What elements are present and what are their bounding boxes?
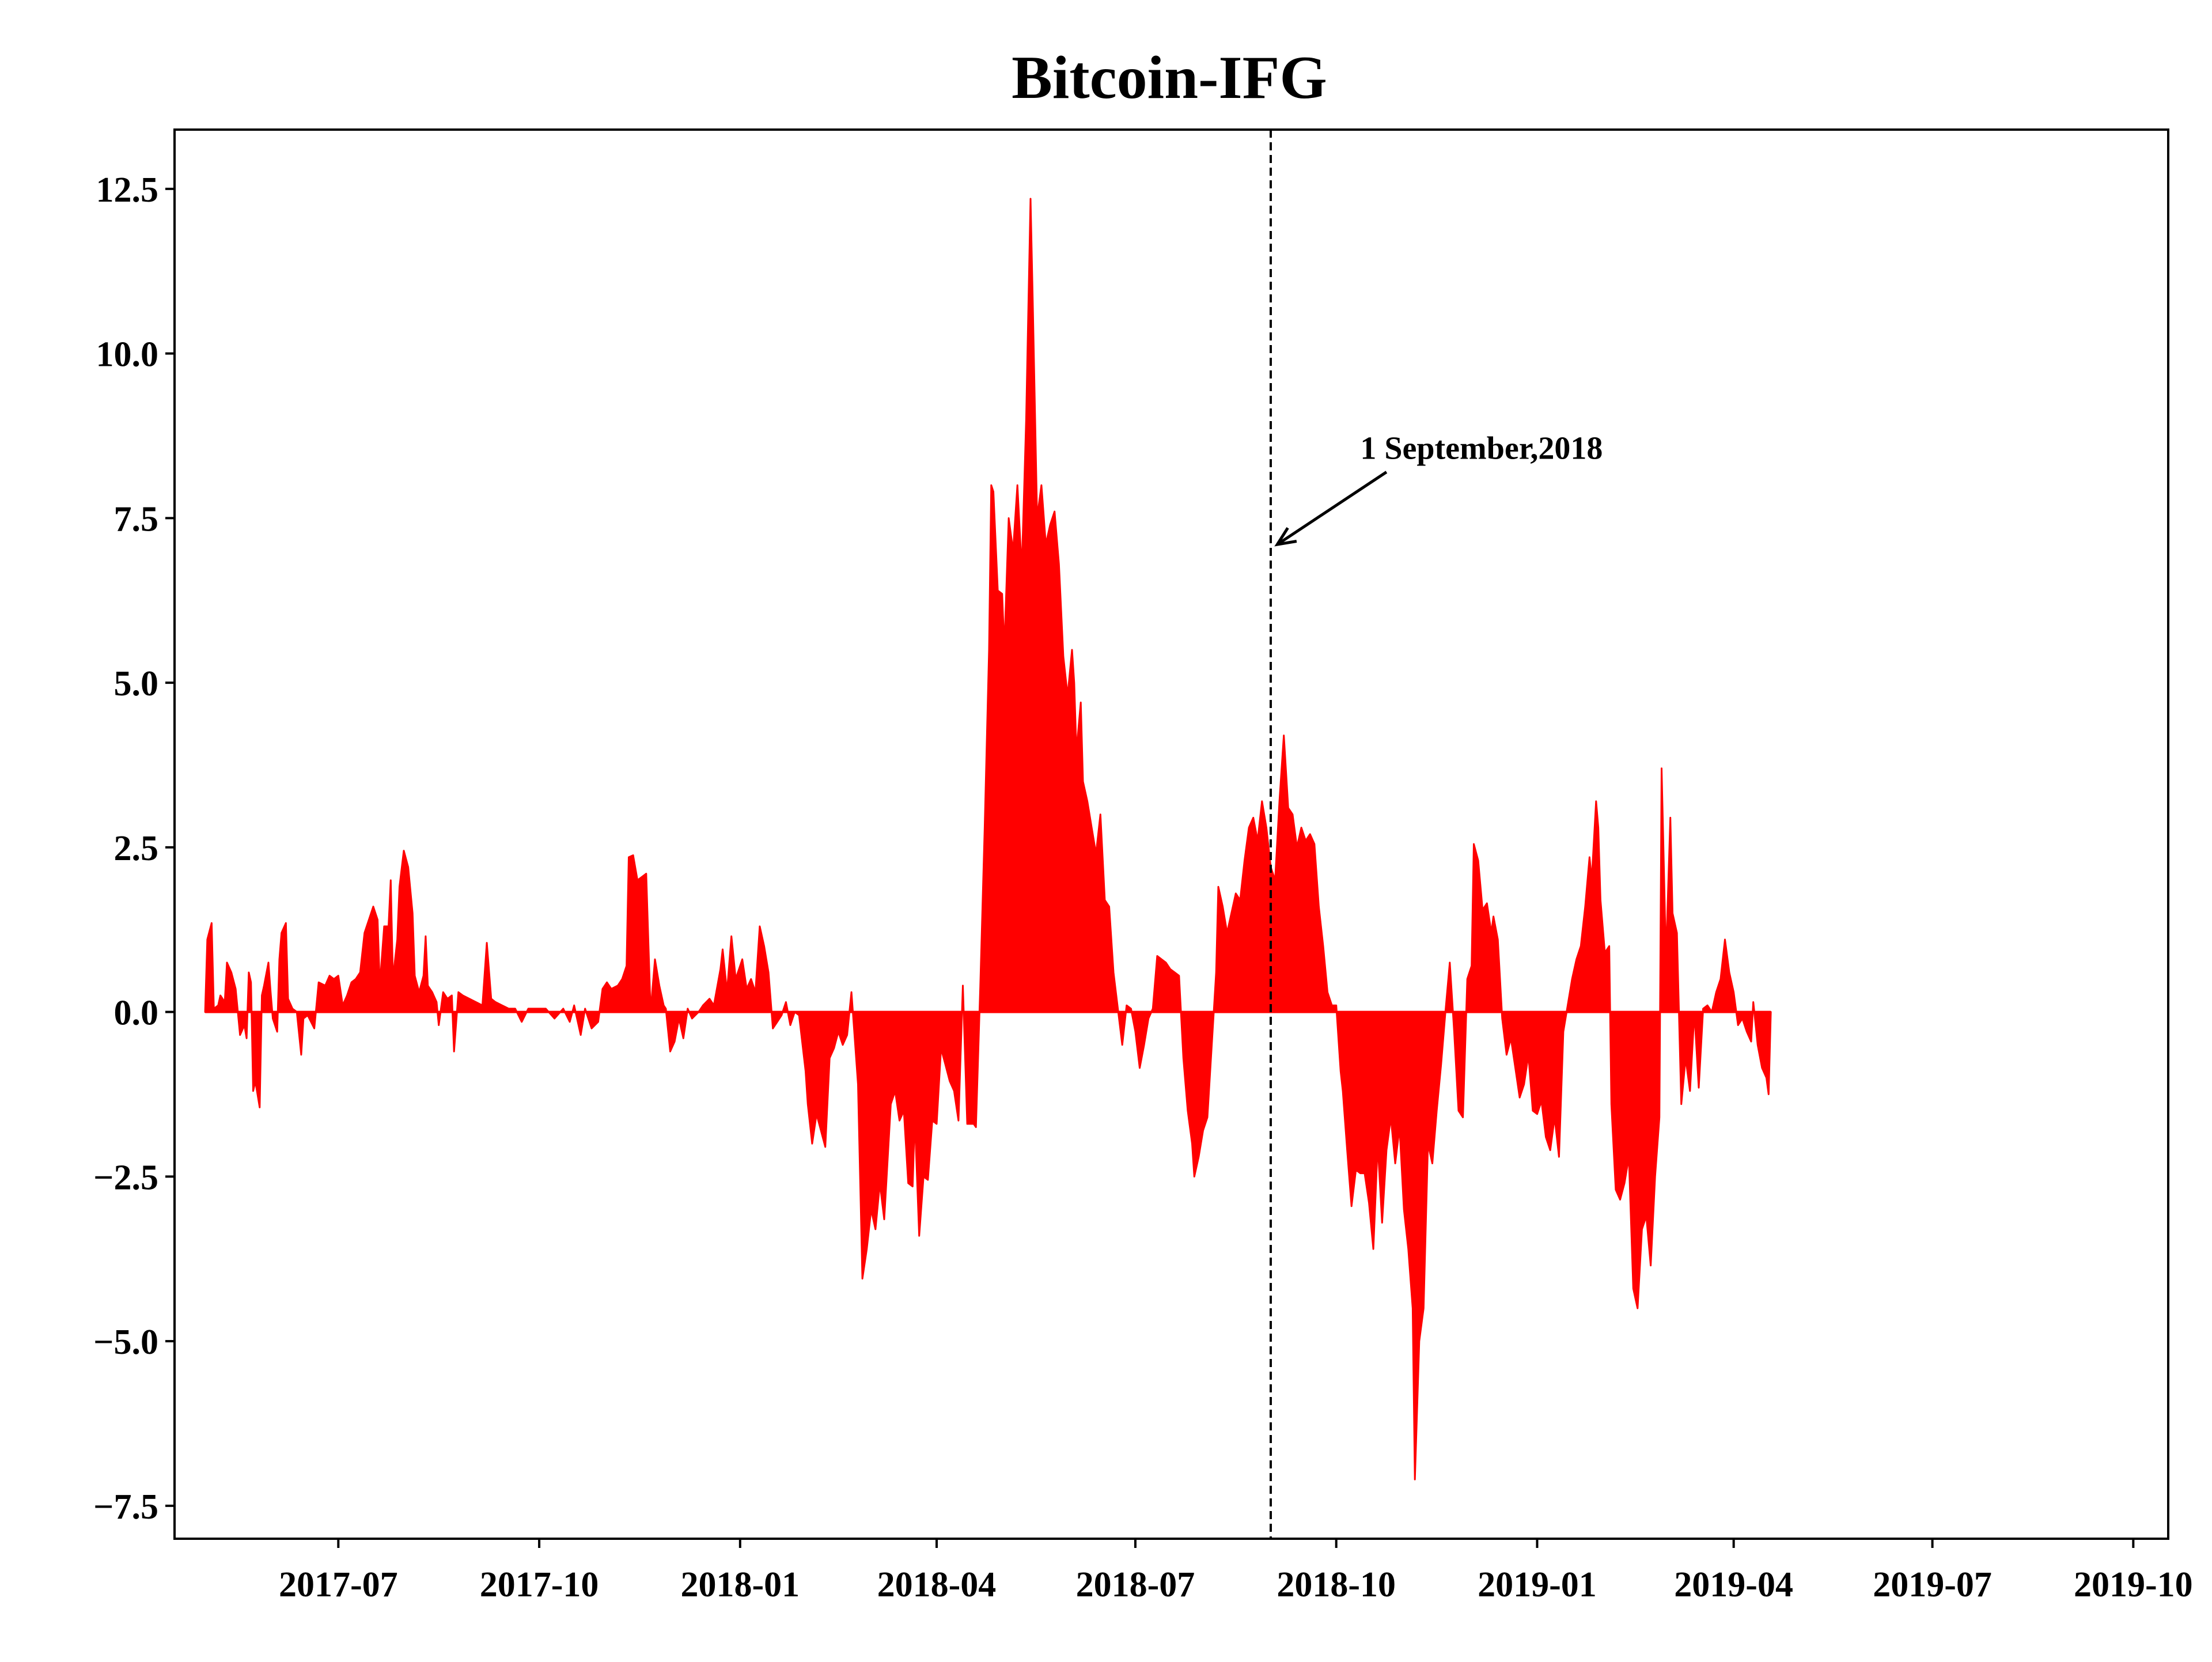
- y-tick-label: 10.0: [96, 335, 159, 374]
- plot-frame: [173, 128, 2169, 1540]
- x-tick-label: 2017-10: [480, 1565, 599, 1604]
- y-tick-label: 7.5: [114, 499, 159, 539]
- chart-title: Bitcoin-IFG: [1012, 44, 1327, 111]
- x-tick-label: 2019-01: [1478, 1565, 1597, 1604]
- annotation-arrow-head: [1274, 527, 1297, 547]
- x-tick-label: 2019-04: [1674, 1565, 1793, 1604]
- area-layer: [204, 198, 1772, 1481]
- x-tick-label: 2019-07: [1873, 1565, 1992, 1604]
- annotation-label: 1 September,2018: [1360, 430, 1603, 466]
- axis-layer: 12.5 10.0 7.5 5.0 2.5 0.0 −2.5 −5.0 −7.5 2017-07 2…: [93, 171, 2193, 1604]
- annotation-layer: 1 September,2018: [1269, 130, 1603, 1539]
- y-tick-label: 12.5: [96, 171, 159, 210]
- y-tick-label: −7.5: [93, 1487, 158, 1527]
- x-tick-label: 2017-07: [279, 1565, 398, 1604]
- x-tick-label: 2018-01: [680, 1565, 800, 1604]
- annotation-arrow-shaft: [1276, 471, 1388, 546]
- y-tick-label: −2.5: [93, 1158, 158, 1197]
- x-tick-label: 2018-07: [1076, 1565, 1195, 1604]
- series-area-0: [204, 198, 1772, 1481]
- x-tick-label: 2018-04: [877, 1565, 997, 1604]
- y-tick-label: −5.0: [93, 1323, 158, 1362]
- x-tick-label: 2019-10: [2074, 1565, 2193, 1604]
- y-tick-label: 5.0: [114, 664, 159, 703]
- y-tick-label: 0.0: [114, 994, 159, 1033]
- y-tick-label: 2.5: [114, 829, 159, 868]
- x-tick-label: 2018-10: [1277, 1565, 1396, 1604]
